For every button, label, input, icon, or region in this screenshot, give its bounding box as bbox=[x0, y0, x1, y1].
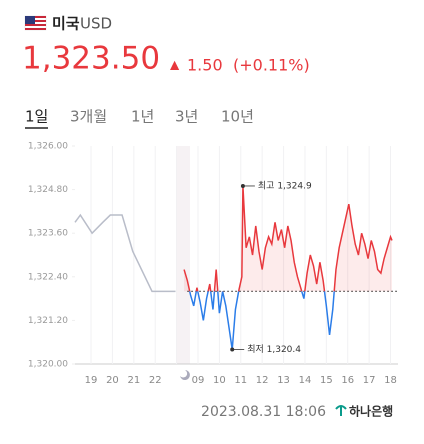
x-tick-label: 18 bbox=[384, 375, 397, 386]
change: 1.50 bbox=[187, 56, 223, 75]
change-arrow: ▲ bbox=[170, 58, 180, 72]
tab[interactable]: 3개월 bbox=[70, 108, 107, 126]
tab[interactable]: 10년 bbox=[221, 108, 254, 126]
brand: 하나은행 bbox=[349, 404, 393, 419]
x-tick-label: 10 bbox=[213, 375, 226, 386]
area bbox=[184, 185, 393, 292]
x-tick-label: 17 bbox=[363, 375, 376, 386]
tab[interactable]: 1년 bbox=[131, 108, 154, 126]
x-tick-label: 11 bbox=[234, 375, 247, 386]
tab[interactable]: 1일 bbox=[25, 108, 48, 126]
y-tick-label: 1,324.80 bbox=[28, 185, 68, 195]
x-tick-label: 20 bbox=[106, 375, 119, 386]
y-tick-label: 1,322.40 bbox=[28, 272, 68, 282]
flag bbox=[24, 15, 47, 31]
price: 1,323.50 bbox=[22, 41, 160, 77]
x-tick-label: 14 bbox=[299, 375, 312, 386]
x-tick-label: 09 bbox=[192, 375, 205, 386]
brand-logo bbox=[335, 405, 347, 416]
x-tick-label: 12 bbox=[256, 375, 269, 386]
country: 미국 bbox=[52, 15, 80, 33]
line-down bbox=[188, 291, 335, 350]
x-tick-label: 15 bbox=[320, 375, 333, 386]
x-tick-label: 21 bbox=[127, 375, 140, 386]
night-icon bbox=[180, 370, 190, 380]
tab[interactable]: 3년 bbox=[175, 108, 198, 126]
y-tick-label: 1,320.00 bbox=[28, 360, 68, 370]
annotation: 최고 1,324.9 bbox=[258, 180, 312, 191]
tabs: 1일 3개월 1년 3년 10년 bbox=[25, 108, 254, 129]
y-tick-label: 1,321.20 bbox=[28, 316, 68, 326]
x-tick-label: 22 bbox=[149, 375, 162, 386]
currency: USD bbox=[80, 15, 112, 33]
x-tick-label: 19 bbox=[85, 375, 98, 386]
y-tick-label: 1,323.60 bbox=[28, 229, 68, 239]
x-tick-label: 16 bbox=[341, 375, 354, 386]
market-closed-band bbox=[176, 146, 190, 364]
timestamp: 2023.08.31 18:06 bbox=[201, 404, 326, 420]
annotation: 최저 1,320.4 bbox=[247, 344, 301, 355]
line bbox=[74, 213, 176, 293]
change-pct: (+0.11%) bbox=[233, 56, 310, 75]
y-tick-label: 1,326.00 bbox=[28, 142, 68, 152]
x-tick-label: 13 bbox=[277, 375, 290, 386]
line-up bbox=[183, 185, 393, 292]
